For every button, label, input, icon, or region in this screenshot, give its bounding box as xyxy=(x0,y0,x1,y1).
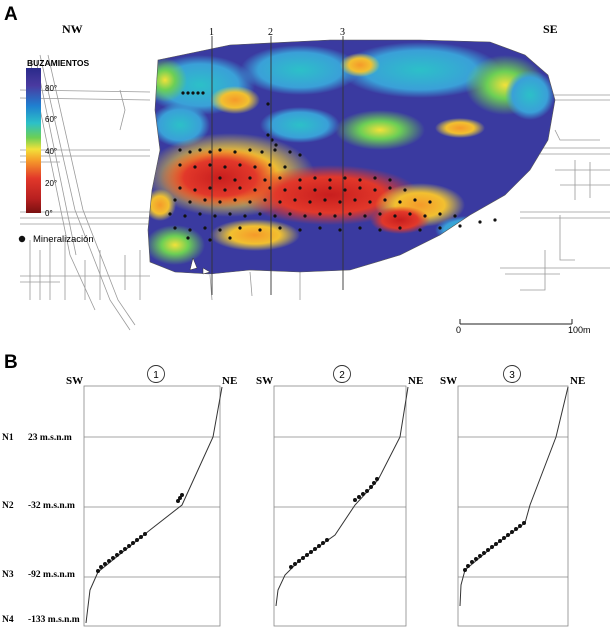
level-n3-name: N3 xyxy=(2,570,14,580)
direction-se: SE xyxy=(543,22,558,36)
level-n1-name: N1 xyxy=(2,433,14,443)
level-n3-value: -92 m.s.n.m xyxy=(28,570,75,580)
legend-title: BUZAMIENTOS xyxy=(27,58,90,68)
legend-tick-80: 80° xyxy=(45,84,57,93)
section-2-ne: NE xyxy=(408,375,423,387)
level-n4-value: -133 m.s.n.m xyxy=(28,615,80,625)
dip-map xyxy=(148,40,555,274)
section-1: SW NE 1 xyxy=(66,365,237,627)
mine-workings xyxy=(19,54,610,331)
dip-legend: BUZAMIENTOS 80° 60° 40° 20° 0° Mineraliz… xyxy=(18,58,94,245)
section-1-number: 1 xyxy=(153,370,159,381)
section-1-ne: NE xyxy=(222,375,237,387)
section-line-label-3: 3 xyxy=(340,27,345,38)
level-labels: N1 23 m.s.n.m N2 -32 m.s.n.m N3 -92 m.s.… xyxy=(2,433,80,625)
panel-a-letter: A xyxy=(4,4,18,25)
scale-end-label: 100m xyxy=(568,325,591,335)
panel-a: A NW SE xyxy=(4,4,610,335)
section-3-badge xyxy=(503,365,521,383)
section-1-badge xyxy=(147,365,165,383)
level-n4-name: N4 xyxy=(2,615,14,625)
marker-icon xyxy=(202,267,211,275)
level-n2-value: -32 m.s.n.m xyxy=(28,501,75,511)
level-n1-value: 23 m.s.n.m xyxy=(28,433,72,443)
panel-b: B N1 23 m.s.n.m N2 -32 m.s.n.m N3 -92 m.… xyxy=(2,352,585,627)
legend-tick-60: 60° xyxy=(45,115,57,124)
section-3-number: 3 xyxy=(509,370,515,381)
legend-tick-40: 40° xyxy=(45,147,57,156)
section-3: SW NE 3 xyxy=(440,365,585,627)
panel-b-letter: B xyxy=(4,352,18,373)
scale-bar: 0 100m xyxy=(456,319,591,335)
legend-tick-0: 0° xyxy=(45,209,53,218)
mineral-legend-label: Mineralización xyxy=(33,234,94,245)
mineral-legend-dot-icon xyxy=(18,235,26,243)
legend-color-bar xyxy=(26,68,41,213)
section-line-label-1: 1 xyxy=(209,27,214,38)
level-n2-name: N2 xyxy=(2,501,14,511)
scale-start-label: 0 xyxy=(456,325,461,335)
section-2-badge xyxy=(333,365,351,383)
mineralization-points xyxy=(168,91,497,242)
section-2-sw: SW xyxy=(256,375,273,387)
section-line-label-2: 2 xyxy=(268,27,273,38)
section-lines xyxy=(211,36,344,295)
legend-tick-20: 20° xyxy=(45,179,57,188)
north-arrow-icon xyxy=(189,257,198,271)
section-3-sw: SW xyxy=(440,375,457,387)
section-2: SW NE 2 xyxy=(256,365,423,627)
map-outline xyxy=(147,39,556,275)
section-2-number: 2 xyxy=(339,370,345,381)
section-1-sw: SW xyxy=(66,375,83,387)
direction-nw: NW xyxy=(62,22,83,36)
section-3-ne: NE xyxy=(570,375,585,387)
